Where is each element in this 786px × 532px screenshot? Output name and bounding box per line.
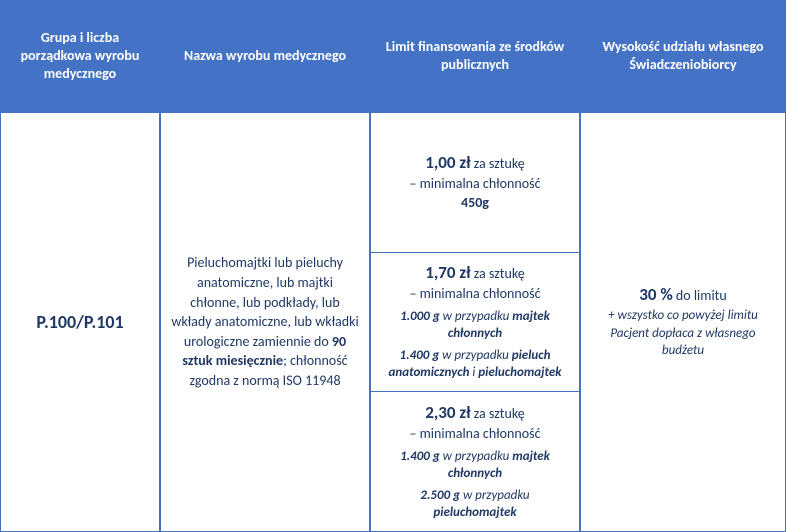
cell-description: Pieluchomajtki lub pieluchy anatomiczne,… xyxy=(160,112,370,532)
limit-tier-1: 1,00 zł za sztukę – minimalna chłonność … xyxy=(399,113,550,252)
spec-text: w przypadku xyxy=(460,488,530,503)
min-absorbency-value: 450g xyxy=(461,194,489,213)
header-limit: Limit finansowania ze środków publicznyc… xyxy=(370,0,580,112)
price-value: 2,30 zł xyxy=(425,402,470,423)
cell-group-code: P.100/P.101 xyxy=(0,112,160,532)
price-value: 1,00 zł xyxy=(425,152,470,173)
spec-line: 1.400 g w przypadku majtek chłonnych xyxy=(381,448,569,483)
spec-line: 1.400 g w przypadku pieluch anatomicznyc… xyxy=(381,347,569,382)
cell-limits: 1,00 zł za sztukę – minimalna chłonność … xyxy=(370,112,580,532)
spec-text: w przypadku xyxy=(440,309,513,324)
limit-tier-3: 2,30 zł za sztukę – minimalna chłonność … xyxy=(371,391,579,531)
spec-text: w przypadku xyxy=(440,449,513,464)
price-unit: za sztukę xyxy=(471,265,525,282)
price-line: 2,30 zł za sztukę xyxy=(425,402,524,425)
spec-bold: pieluchomajtek xyxy=(433,505,516,520)
price-line: 1,00 zł za sztukę xyxy=(425,152,524,175)
spec-mass: 1.400 g xyxy=(400,348,440,363)
cell-share: 30 % do limitu + wszystko co powyżej lim… xyxy=(580,112,786,532)
share-percent-line: 30 % do limitu xyxy=(639,284,726,305)
spec-text: w przypadku xyxy=(439,348,512,363)
spec-text: i xyxy=(469,365,478,380)
share-note: + wszystko co powyżej limitu Pacjent dop… xyxy=(591,307,775,360)
min-absorbency-label: – minimalna chłonność xyxy=(409,175,540,194)
limit-tier-2: 1,70 zł za sztukę – minimalna chłonność … xyxy=(371,252,579,392)
header-group: Grupa i liczba porządkowa wyrobu medyczn… xyxy=(0,0,160,112)
spec-mass: 2.500 g xyxy=(420,488,460,503)
share-percent: 30 % xyxy=(639,284,672,305)
price-unit: za sztukę xyxy=(471,405,525,422)
product-description: Pieluchomajtki lub pieluchy anatomiczne,… xyxy=(171,253,359,390)
spec-line: 2.500 g w przypadku pieluchomajtek xyxy=(381,487,569,522)
header-share: Wysokość udziału własnego Świadczeniobio… xyxy=(580,0,786,112)
header-name: Nazwa wyrobu medycznego xyxy=(160,0,370,112)
price-line: 1,70 zł za sztukę xyxy=(425,262,524,285)
desc-pre: Pieluchomajtki lub pieluchy anatomiczne,… xyxy=(171,254,358,349)
table-row: P.100/P.101 Pieluchomajtki lub pieluchy … xyxy=(0,112,786,532)
spec-mass: 1.400 g xyxy=(400,449,440,464)
table-header-row: Grupa i liczba porządkowa wyrobu medyczn… xyxy=(0,0,786,112)
share-percent-suffix: do limitu xyxy=(673,287,727,304)
price-unit: za sztukę xyxy=(471,155,525,172)
min-absorbency-label: – minimalna chłonność xyxy=(409,425,540,444)
spec-mass: 1.000 g xyxy=(400,309,440,324)
spec-bold: pieluchomajtek xyxy=(478,365,561,380)
price-value: 1,70 zł xyxy=(425,262,470,283)
pricing-table: Grupa i liczba porządkowa wyrobu medyczn… xyxy=(0,0,786,532)
spec-line: 1.000 g w przypadku majtek chłonnych xyxy=(381,308,569,343)
group-code: P.100/P.101 xyxy=(36,311,123,333)
min-absorbency-label: – minimalna chłonność xyxy=(409,285,540,304)
